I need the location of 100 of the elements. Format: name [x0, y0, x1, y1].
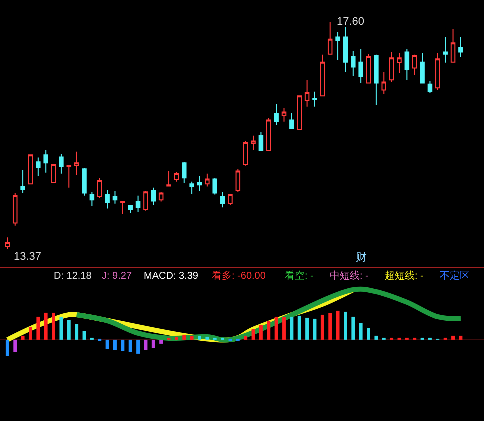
bar	[174, 336, 178, 340]
candlestick	[112, 190, 118, 204]
candlestick	[312, 91, 318, 108]
candlestick	[358, 48, 364, 84]
text: 看多: -60.00	[212, 270, 266, 282]
bar	[44, 312, 48, 340]
text: MACD: 3.39	[144, 271, 199, 282]
candlestick	[328, 22, 333, 55]
candlestick	[197, 176, 202, 192]
bar	[128, 340, 132, 352]
bar	[282, 316, 286, 340]
candlestick	[366, 54, 372, 84]
candlestick	[382, 72, 387, 95]
candlestick	[290, 112, 294, 130]
candlestick	[82, 167, 87, 196]
candlestick	[158, 192, 164, 202]
bar	[67, 320, 71, 340]
bar	[336, 310, 340, 340]
bar	[36, 316, 40, 340]
candlestick	[320, 54, 326, 97]
bar	[252, 329, 256, 340]
bar	[21, 336, 25, 340]
bar	[359, 323, 363, 340]
bar	[14, 340, 18, 352]
candlestick	[420, 52, 425, 84]
candlestick	[74, 151, 80, 176]
bar	[121, 340, 125, 352]
candlestick	[374, 54, 379, 106]
bar	[52, 312, 56, 340]
bar	[298, 316, 302, 340]
candlestick	[443, 36, 448, 64]
candlestick	[436, 52, 440, 91]
candlestick	[243, 140, 248, 166]
text: 看空: -	[285, 270, 314, 282]
bar	[60, 316, 64, 340]
candlestick	[336, 32, 340, 61]
bar	[106, 340, 110, 350]
bar	[290, 316, 294, 340]
candlestick	[36, 157, 41, 177]
bar	[244, 336, 248, 340]
candlestick	[105, 189, 110, 210]
bar	[190, 336, 194, 340]
candlestick	[304, 80, 310, 108]
bar	[182, 334, 186, 340]
candlestick	[182, 162, 187, 184]
bar	[98, 338, 102, 342]
candlestick	[266, 118, 272, 152]
candlestick	[228, 194, 233, 206]
text: 13.37	[14, 251, 42, 263]
bar	[152, 340, 156, 348]
candlestick	[428, 80, 433, 94]
candlestick	[251, 135, 256, 151]
candlestick	[190, 181, 194, 195]
bar	[344, 312, 348, 340]
candlestick	[44, 150, 48, 174]
candlestick	[212, 178, 218, 196]
bar	[136, 340, 140, 354]
candlestick	[5, 237, 10, 250]
bar	[306, 318, 310, 340]
candlestick	[404, 48, 410, 81]
text: D: 12.18	[54, 271, 92, 282]
candlestick	[282, 107, 287, 122]
candlestick	[220, 192, 226, 208]
bar	[160, 340, 164, 344]
bar	[198, 336, 202, 340]
text: 财	[356, 251, 367, 264]
text: 超短线: -	[385, 270, 424, 282]
candlestick	[236, 168, 241, 193]
bar	[267, 320, 271, 340]
candlestick	[205, 173, 210, 188]
candlestick	[166, 170, 172, 188]
candlestick	[97, 178, 102, 199]
candlestick	[66, 165, 72, 188]
candlestick	[28, 154, 34, 185]
bar	[29, 327, 32, 340]
bar	[459, 336, 463, 340]
candlestick	[20, 170, 26, 194]
annotation: 17.60	[337, 16, 365, 28]
bar	[259, 325, 263, 340]
candlestick	[136, 195, 141, 212]
bar	[328, 313, 332, 340]
text: J: 9.27	[102, 271, 132, 282]
candlestick	[450, 28, 456, 63]
candlestick	[90, 192, 95, 207]
candlestick	[151, 187, 156, 206]
candlestick	[144, 190, 148, 212]
candlestick	[59, 154, 64, 174]
candlestick	[351, 50, 356, 77]
candlestick	[397, 52, 402, 74]
bar	[114, 340, 117, 350]
bar	[274, 316, 278, 340]
candlestick	[274, 104, 279, 126]
candlestick	[389, 52, 394, 83]
candlestick	[412, 54, 418, 76]
bar	[452, 336, 455, 340]
candlestick	[258, 132, 264, 152]
candlestick	[12, 192, 18, 226]
bar	[206, 336, 210, 340]
text: 中短线: -	[330, 270, 369, 282]
bar	[320, 314, 324, 340]
